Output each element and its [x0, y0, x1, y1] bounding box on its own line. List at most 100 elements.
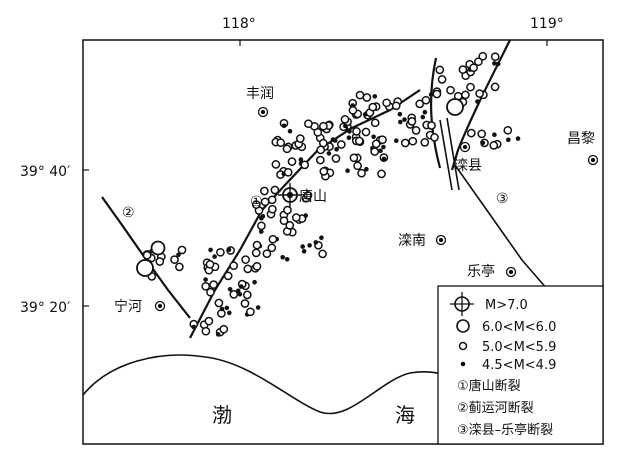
- city-label-ninghe: 宁河: [114, 298, 142, 315]
- epicenter-dot: [191, 324, 197, 330]
- epicenter-circle: [251, 200, 261, 209]
- epicenter-circle: [336, 140, 346, 149]
- epicenter-circle: [370, 118, 380, 128]
- large-quake-ninghe: [136, 240, 166, 277]
- epicenter-dot: [238, 284, 244, 289]
- epicenter-circle: [303, 190, 313, 200]
- epicenter-circle: [170, 255, 179, 264]
- epicenter-circle: [331, 154, 341, 163]
- epicenter-dot: [235, 288, 241, 294]
- epicenter-circle: [267, 195, 277, 205]
- epicenter-dot: [381, 144, 386, 150]
- epicenter-circle: [206, 287, 215, 297]
- epicenter-circle: [371, 139, 381, 149]
- epicenter-circle: [316, 145, 326, 155]
- epicenter-dot: [345, 168, 350, 173]
- latitude-tick-39-20: 39° 20′: [20, 300, 70, 316]
- legend-label-m7: M>7.0: [485, 298, 528, 313]
- epicenter-dot: [371, 134, 376, 140]
- epicenter-circle: [300, 160, 310, 170]
- epicenter-circle: [318, 249, 327, 259]
- legend: M>7.0 6.0<M<6.0 5.0<M<5.9 4.5<M<4.9 ①唐山断…: [437, 285, 604, 445]
- legend-label-m5: 5.0<M<5.9: [482, 340, 556, 355]
- epicenter-circle: [420, 138, 430, 147]
- longitude-tick-119: 119°: [530, 16, 564, 32]
- epicenter-circle: [285, 221, 295, 230]
- epicenter-dot: [319, 235, 324, 240]
- epicenter-dot: [394, 138, 399, 143]
- epicenter-circle: [283, 167, 293, 177]
- epicenter-circle: [260, 197, 270, 207]
- luanxian-laoting-fault-a: [430, 57, 442, 169]
- epicenter-dot: [475, 99, 480, 104]
- epicenter-circle: [282, 144, 292, 154]
- epicenter-circle: [155, 257, 165, 266]
- epicenter-circle: [177, 245, 187, 255]
- epicenter-circle: [466, 82, 475, 92]
- epicenters: [142, 51, 521, 337]
- epicenter-circle: [240, 299, 250, 308]
- epicenter-circle: [260, 186, 269, 196]
- epicenter-circle: [268, 234, 278, 244]
- epicenter-circle: [219, 324, 229, 334]
- map-ticks: [83, 40, 548, 307]
- luanxian-laoting-fault-c: [439, 119, 453, 191]
- epicenter-circle: [267, 243, 277, 253]
- epicenter-circle: [295, 134, 305, 143]
- epicenter-dot: [495, 61, 501, 67]
- epicenter-circle: [370, 147, 380, 156]
- small-circle-icon: [458, 341, 468, 351]
- epicenter-circle: [458, 65, 468, 74]
- epicenter-circle: [175, 262, 184, 272]
- epicenter-dot: [378, 148, 383, 154]
- epicenter-circle: [354, 136, 364, 146]
- epicenter-circle: [201, 326, 211, 336]
- epicenter-circle: [400, 138, 410, 148]
- luanxian-laoting-fault-d: [446, 117, 460, 191]
- epicenter-dot: [480, 140, 486, 146]
- epicenter-circle: [391, 101, 401, 111]
- epicenter-circle: [214, 298, 224, 308]
- epicenter-circle: [489, 141, 499, 150]
- epicenter-circle: [270, 185, 280, 195]
- epicenter-circle: [474, 57, 483, 67]
- epicenter-circle: [242, 290, 252, 300]
- legend-box: [437, 285, 604, 445]
- epicenter-dot: [281, 123, 287, 129]
- epicenter-dot: [398, 119, 403, 125]
- epicenter-circle: [319, 121, 328, 131]
- epicenter-circle: [368, 102, 378, 112]
- epicenter-dot: [208, 247, 213, 253]
- epicenter-circle: [475, 89, 484, 98]
- epicenter-circle: [205, 259, 215, 269]
- epicenter-circle: [355, 90, 365, 100]
- epicenter-circle: [291, 213, 301, 222]
- epicenter-dot: [307, 243, 312, 248]
- epicenter-circle: [319, 167, 329, 176]
- epicenter-dot: [227, 287, 233, 292]
- epicenter-circle: [340, 115, 350, 124]
- epicenter-circle: [276, 138, 286, 148]
- epicenter-circle: [251, 248, 261, 258]
- epicenter-dot: [237, 292, 243, 297]
- epicenter-dot: [492, 61, 497, 66]
- legend-label-jiyunhe-fault: ②蓟运河断裂: [457, 401, 534, 416]
- legend-label-tangshan-fault: ①唐山断裂: [457, 378, 521, 394]
- epicenter-dot: [298, 157, 304, 162]
- fault-marker-3: ③: [496, 191, 509, 207]
- fault-marker-2: ②: [122, 205, 135, 221]
- epicenter-circle: [361, 127, 371, 137]
- epicenter-circle: [421, 95, 431, 105]
- epicenter-circle: [432, 89, 442, 99]
- epicenter-circle: [142, 250, 152, 260]
- epicenter-circle: [201, 281, 211, 291]
- epicenter-dot: [334, 147, 339, 152]
- epicenter-dot: [219, 306, 225, 312]
- epicenter-circle: [252, 261, 262, 271]
- epicenter-circle: [353, 161, 362, 171]
- epicenter-circle: [279, 216, 289, 226]
- legend-label-luanxian-laoting-fault: ③滦县–乐亭断裂: [457, 422, 553, 438]
- dot-icon: [460, 361, 466, 367]
- city-label-laoting: 乐亭: [467, 263, 495, 280]
- city-label-luannan: 滦南: [398, 233, 426, 249]
